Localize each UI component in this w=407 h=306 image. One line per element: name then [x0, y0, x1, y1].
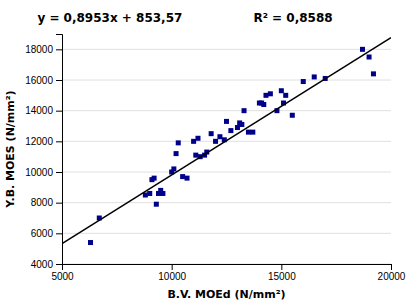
tick: 18000	[25, 44, 62, 55]
tick-mark	[56, 141, 62, 142]
tick-mark	[56, 111, 62, 112]
point	[263, 93, 268, 98]
point	[147, 191, 152, 196]
point	[160, 191, 165, 196]
point	[283, 93, 288, 98]
tick: 4000	[31, 259, 62, 270]
point	[154, 202, 159, 207]
point	[195, 136, 200, 141]
chart: 5000 10000 15000 20000 4000 6000 8000 10000 1200…	[0, 0, 407, 306]
annotation: R² = 0,8588	[253, 11, 332, 25]
point	[312, 74, 317, 79]
tick: 16000	[25, 75, 62, 86]
point	[180, 174, 185, 179]
fit-line	[62, 38, 391, 244]
point	[213, 139, 218, 144]
point	[371, 71, 376, 76]
tick-mark	[56, 80, 62, 81]
tick-label: 4000	[31, 259, 54, 270]
point	[290, 113, 295, 118]
point	[246, 130, 251, 135]
y-axis: 4000 6000 8000 10000 12000 14000 16000 18000	[25, 35, 62, 270]
tick: 10000	[25, 167, 62, 178]
tick-mark	[56, 264, 62, 265]
point	[367, 55, 372, 60]
tick-mark	[172, 264, 173, 270]
plot: 5000 10000 15000 20000 4000 6000 8000 10000 1200…	[25, 35, 406, 283]
point	[174, 151, 179, 156]
tick: 8000	[31, 197, 62, 208]
point	[224, 119, 229, 124]
x-axis: 5000 10000 15000 20000	[51, 264, 405, 282]
point	[228, 128, 233, 133]
grid-line	[62, 110, 391, 111]
x-axis-title: B.V. MOEd (N/mm²)	[167, 288, 285, 301]
axis-line	[63, 265, 392, 271]
point	[152, 176, 157, 181]
grid-line	[62, 80, 391, 81]
grid-line	[62, 233, 391, 234]
point	[217, 134, 222, 139]
tick: 6000	[31, 228, 62, 239]
point	[193, 153, 198, 158]
tick-label: 18000	[25, 44, 53, 55]
point	[301, 79, 306, 84]
tick-label: 10000	[158, 271, 186, 282]
point	[242, 108, 247, 113]
y-axis-title: Y.B. MOES (N/mm²)	[4, 90, 17, 208]
tick-label: 16000	[25, 75, 53, 86]
tick-label: 5000	[51, 271, 74, 282]
tick: 10000	[158, 264, 186, 282]
point	[191, 139, 196, 144]
point	[239, 122, 244, 127]
tick-mark	[56, 233, 62, 234]
axis-line	[56, 35, 63, 265]
grid-line	[62, 202, 391, 203]
tick-label: 8000	[31, 197, 54, 208]
point	[171, 166, 176, 171]
point	[279, 88, 284, 93]
tick: 20000	[378, 264, 406, 282]
tick-mark	[56, 203, 62, 204]
point	[235, 125, 240, 130]
tick-label: 15000	[268, 271, 296, 282]
tick-label: 14000	[25, 105, 53, 116]
point	[268, 91, 273, 96]
tick-mark	[281, 264, 282, 270]
grid-line	[62, 172, 391, 173]
tick: 5000	[51, 264, 74, 282]
grid	[62, 49, 391, 264]
marks	[62, 38, 391, 245]
tick-label: 10000	[25, 167, 53, 178]
tick-label: 20000	[378, 271, 406, 282]
point	[88, 240, 93, 245]
grid-line	[62, 49, 391, 50]
point	[360, 47, 365, 52]
point	[209, 131, 214, 136]
tick: 14000	[25, 105, 62, 116]
tick-label: 12000	[25, 136, 53, 147]
tick-mark	[56, 49, 62, 50]
tick-mark	[391, 264, 392, 270]
tick: 12000	[25, 136, 62, 147]
tick: 15000	[268, 264, 296, 282]
tick-label: 6000	[31, 228, 54, 239]
point	[185, 176, 190, 181]
point	[261, 102, 266, 107]
tick-mark	[56, 172, 62, 173]
annotation: y = 0,8953x + 853,57	[37, 11, 182, 25]
point	[250, 130, 255, 135]
point	[176, 140, 181, 145]
